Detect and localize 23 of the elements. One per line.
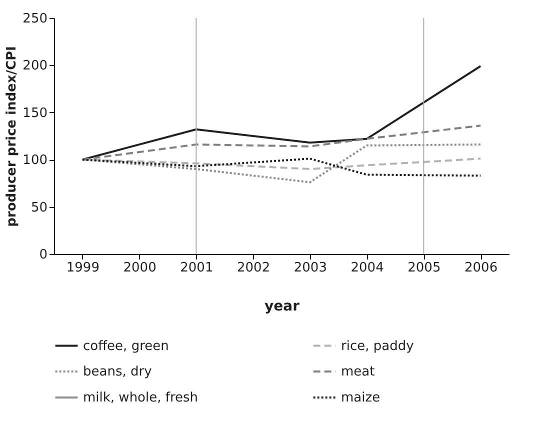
x-tick-label: 2005 [408,260,441,276]
line-series [81,143,482,184]
x-tick-label: 2000 [123,260,156,276]
legend-label: milk, whole, fresh [83,390,198,406]
x-tick-label: 2006 [464,260,498,276]
x-tick-label: 2004 [350,260,384,276]
x-tick-label: 2001 [180,260,214,276]
x-tick-label: 2002 [237,260,270,276]
y-tick-label: 50 [30,200,48,216]
legend-label: maize [341,390,380,406]
legend-label: rice, paddy [341,338,414,354]
x-tick-label: 1999 [66,260,100,276]
x-axis-title: year [264,298,300,314]
y-tick-label: 200 [22,58,48,74]
legend-label: beans, dry [83,364,152,380]
y-tick-label: 0 [39,248,48,262]
y-axis-title: producer price index/CPI [4,46,20,227]
legend-label: meat [341,364,375,380]
y-tick-label: 150 [22,106,48,121]
x-tick-label: 2003 [294,260,327,276]
y-tick-label: 100 [22,153,48,168]
y-tick-label: 250 [22,12,48,26]
legend-label: coffee, green [83,338,169,354]
